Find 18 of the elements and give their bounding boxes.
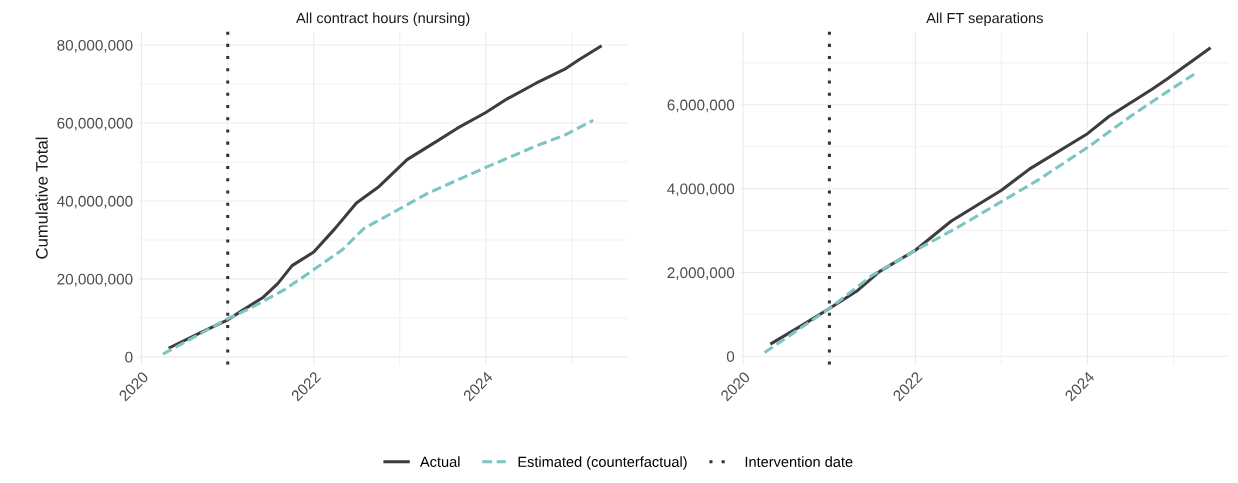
legend-label: Estimated (counterfactual)	[518, 456, 687, 470]
line-series	[161, 118, 595, 356]
y-tick-label: 40,000,000	[57, 195, 133, 209]
legend-label: Intervention date	[745, 456, 853, 467]
line-series	[763, 72, 1197, 355]
y-tick-label: 6,000,000	[667, 99, 735, 113]
y-axis-title: Cumulative Total	[35, 137, 48, 259]
legend-label: Actual	[419, 456, 460, 467]
y-tick-label: 20,000,000	[57, 273, 133, 287]
y-tick-label: 2,000,000	[667, 267, 735, 280]
chart-title: All FT separations	[926, 12, 1043, 27]
chart-title: All contract hours (nursing)	[296, 12, 470, 27]
y-tick-label: 4,000,000	[667, 183, 735, 197]
y-tick-label: 0	[726, 351, 735, 362]
line-series	[168, 45, 602, 350]
y-tick-label: 80,000,000	[57, 39, 133, 53]
y-tick-label: 0	[125, 351, 133, 363]
y-tick-label: 60,000,000	[57, 117, 133, 131]
